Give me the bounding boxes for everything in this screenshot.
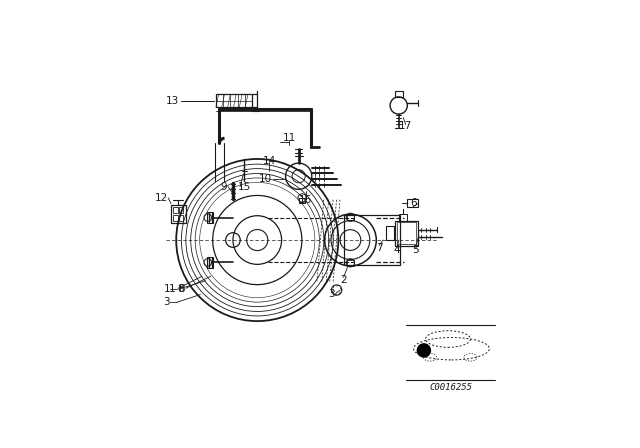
Text: 3: 3 (328, 289, 335, 298)
Text: 1: 1 (169, 284, 175, 294)
Text: 17: 17 (399, 121, 412, 131)
Text: 9: 9 (221, 181, 227, 192)
Bar (386, 226, 394, 240)
Bar (348, 260, 353, 266)
Text: 11: 11 (283, 133, 296, 143)
Bar (207, 212, 213, 223)
Circle shape (417, 344, 431, 357)
Text: 8: 8 (177, 284, 184, 294)
Bar (395, 90, 403, 97)
Text: 2: 2 (340, 275, 347, 285)
Text: 4: 4 (394, 246, 400, 255)
Text: 15: 15 (238, 181, 252, 192)
Text: 3: 3 (163, 297, 170, 307)
Text: 8: 8 (178, 284, 184, 294)
Text: 1: 1 (163, 284, 170, 294)
Bar (344, 215, 401, 265)
Text: 14: 14 (263, 156, 276, 166)
Bar (216, 94, 252, 107)
Bar (207, 257, 213, 268)
Bar (171, 205, 186, 223)
Bar (299, 198, 305, 203)
Text: 13: 13 (166, 96, 179, 106)
Text: 10: 10 (259, 174, 272, 184)
Bar (399, 214, 407, 221)
Bar (179, 207, 184, 213)
Bar (348, 214, 353, 220)
Text: 16: 16 (299, 195, 312, 205)
Bar (396, 221, 418, 246)
Bar (179, 215, 184, 221)
Text: 5: 5 (413, 246, 419, 255)
Text: 6: 6 (410, 198, 417, 208)
Bar (173, 215, 177, 221)
Text: 12: 12 (154, 193, 168, 203)
Bar (173, 207, 177, 213)
Bar (406, 198, 418, 207)
Bar (397, 223, 416, 244)
Text: 7: 7 (376, 243, 382, 253)
Text: C0016255: C0016255 (430, 383, 473, 392)
